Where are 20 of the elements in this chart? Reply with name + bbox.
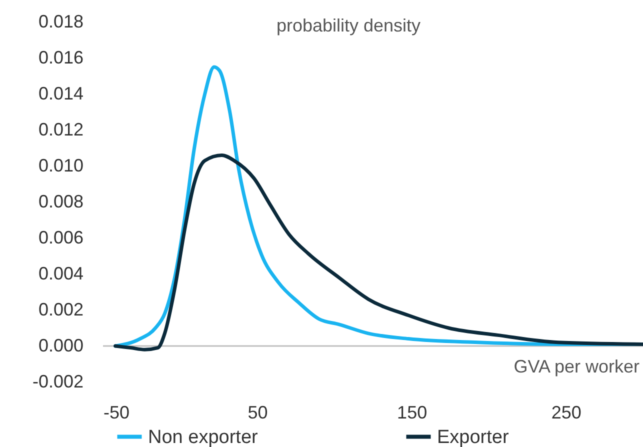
x-tick-label: 250 xyxy=(551,402,582,422)
line-series xyxy=(114,153,643,352)
y-tick-label: 0.014 xyxy=(38,84,84,104)
y-tick-label: 0.018 xyxy=(38,12,84,32)
y-tick-label: 0.016 xyxy=(38,48,84,68)
x-tick-label: 150 xyxy=(397,402,428,422)
y-tick-label: 0.010 xyxy=(38,156,84,176)
x-tick-label: 50 xyxy=(248,402,268,422)
y-tick-label: 0.004 xyxy=(38,264,84,284)
y-tick-label: 0.000 xyxy=(38,336,84,356)
legend-label: Non exporter xyxy=(148,426,259,447)
y-axis-title: probability density xyxy=(276,16,421,36)
x-tick-label: -50 xyxy=(104,402,130,422)
y-tick-label: -0.002 xyxy=(32,372,84,392)
legend-label: Exporter xyxy=(437,426,510,447)
y-tick-label: 0.008 xyxy=(38,192,84,212)
y-tick-label: 0.002 xyxy=(38,300,84,320)
y-tick-label: 0.012 xyxy=(38,120,84,140)
y-tick-label: 0.006 xyxy=(38,228,84,248)
x-axis-title: GVA per worker xyxy=(514,356,640,376)
